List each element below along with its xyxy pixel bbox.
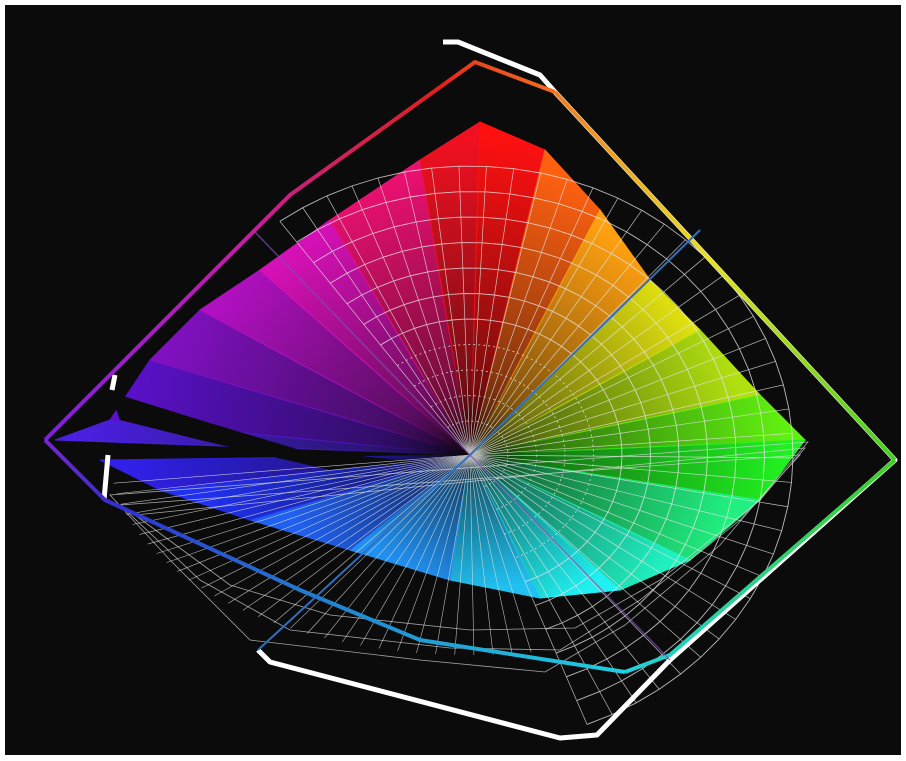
wire-radial <box>469 295 740 456</box>
outline-colored <box>43 60 556 442</box>
wire-radial <box>147 454 471 545</box>
wire-radial <box>469 454 494 655</box>
wire-radial <box>469 454 782 532</box>
surface-fold <box>110 392 420 470</box>
wire-radial <box>326 195 471 456</box>
wire-radial <box>469 454 764 578</box>
wire-radial <box>458 166 471 456</box>
wire-radial <box>469 432 793 456</box>
wire-radial <box>431 168 471 456</box>
wire-radial <box>324 454 471 639</box>
wire-radial <box>469 454 532 653</box>
wire-radial <box>469 187 594 456</box>
wire-radial <box>166 454 471 563</box>
wire-radial <box>351 185 471 456</box>
wire-radial <box>469 408 789 456</box>
outline-white <box>109 374 118 391</box>
wire-radial <box>469 454 475 655</box>
outline-colored <box>553 90 897 462</box>
wire-outline <box>109 441 809 673</box>
wire-radial <box>469 454 660 690</box>
wire-radial <box>469 197 619 456</box>
wire-radial <box>469 166 487 456</box>
wire-radial <box>469 454 701 658</box>
wire-radial <box>469 454 774 555</box>
wire-radial <box>469 454 792 483</box>
measured-gamut-outline <box>43 60 897 674</box>
wire-radial <box>126 454 471 515</box>
wire-radial <box>469 384 784 456</box>
wire-radial <box>177 454 471 572</box>
wire-ring <box>447 420 509 488</box>
wire-radial <box>397 454 471 652</box>
wire-radial <box>469 454 736 620</box>
wire-ring <box>279 165 794 725</box>
wire-radial <box>257 454 471 617</box>
wire-radial <box>404 171 471 456</box>
wire-ring <box>430 395 537 511</box>
wire-radial <box>469 454 788 508</box>
wire-radial <box>360 454 471 646</box>
wire-radial <box>279 221 471 456</box>
wire-radial <box>469 454 613 715</box>
wire-radial <box>120 454 471 505</box>
wire-radial <box>469 210 643 456</box>
wire-ring <box>296 191 765 702</box>
wire-radial <box>469 275 724 456</box>
gamut-surface <box>54 121 807 599</box>
wire-radial <box>113 454 471 484</box>
outline-colored <box>43 438 626 674</box>
wire-radial <box>469 256 706 456</box>
wire-ring <box>363 293 651 606</box>
wire-radial <box>469 338 766 456</box>
wire-radial <box>228 454 471 604</box>
wire-radial <box>435 454 471 655</box>
wire-ring <box>329 242 708 654</box>
wire-radial <box>377 177 471 456</box>
wire-radial <box>139 454 471 535</box>
wire-radial <box>469 316 754 456</box>
wire-ring <box>413 369 566 535</box>
wire-radial <box>469 454 588 725</box>
wire-radial <box>469 223 665 456</box>
wire-ring <box>397 344 594 559</box>
wire-radial <box>132 454 471 525</box>
wire-outline <box>133 447 806 631</box>
wire-ring <box>313 216 737 678</box>
wire-radial <box>469 454 720 640</box>
outline-colored <box>624 458 897 674</box>
wire-radial <box>469 179 568 456</box>
wire-radial <box>469 454 751 599</box>
axis-line <box>254 231 671 661</box>
wire-radial <box>469 172 542 456</box>
wire-radial <box>214 454 471 597</box>
wire-radial <box>469 454 513 654</box>
wire-radial <box>416 454 471 653</box>
wire-radial <box>454 454 471 655</box>
wire-radial <box>469 454 637 703</box>
wire-radial <box>116 454 471 495</box>
wire-ring <box>346 267 680 630</box>
gamut-wireframe-lower <box>109 441 809 673</box>
wire-radial <box>242 454 471 611</box>
wire-radial <box>469 168 515 456</box>
wire-radial <box>469 361 776 456</box>
gamut-wireframe <box>113 165 794 725</box>
wire-ring <box>380 318 623 583</box>
wire-radial <box>469 454 793 459</box>
wire-radial <box>156 454 471 554</box>
wire-radial <box>342 454 471 643</box>
outline-white <box>101 454 111 501</box>
wire-radial <box>378 454 471 649</box>
wire-radial <box>302 207 471 456</box>
